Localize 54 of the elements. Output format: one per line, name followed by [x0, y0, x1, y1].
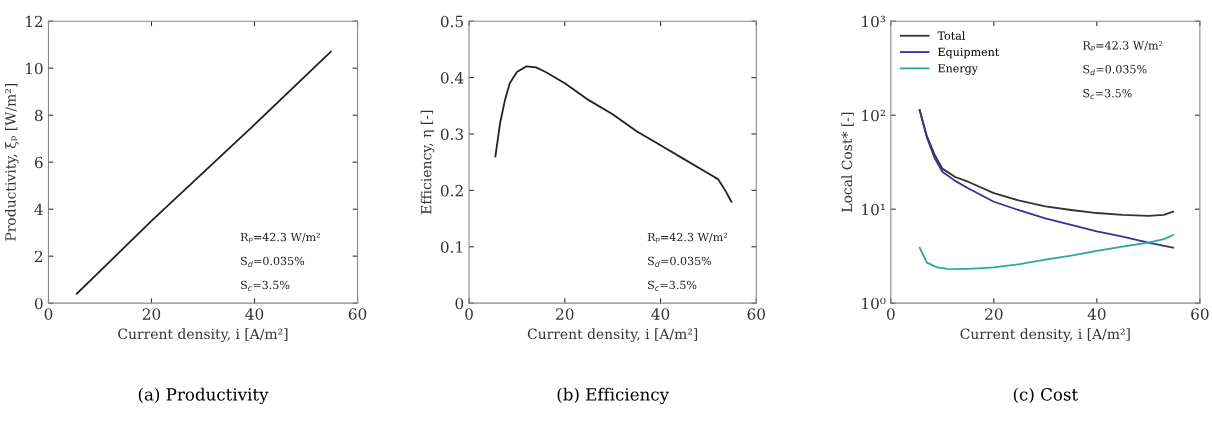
annotation: S$_{d}$=0.035% [1083, 65, 1147, 76]
x-tick-label: 60 [1191, 308, 1209, 320]
line-series [75, 50, 332, 295]
x-axis-title: Current density, i [A/m²] [118, 328, 288, 342]
annotation: Rₚ=42.3 W/m² [240, 232, 320, 243]
annotation: S$_{c}$=3.5% [241, 280, 290, 291]
y-axis-title: Productivity, ξₚ [W/m²] [4, 83, 19, 241]
y-tick-label: 10 [26, 62, 43, 75]
annotation: S$_{d}$=0.035% [241, 256, 305, 267]
line-series [918, 234, 1174, 271]
y-tick-label: 10³ [862, 15, 886, 28]
y-tick-label: 0.2 [440, 184, 463, 197]
x-tick-label: 20 [142, 308, 161, 320]
text: (a) Productivity [138, 387, 269, 405]
text: (b) Efficiency [557, 387, 670, 405]
y-axis-title: Efficiency, η [-] [420, 110, 435, 214]
y-axis-title: Local Cost* [-] [841, 112, 854, 212]
line-series [918, 109, 1174, 249]
annotation: S$_{c}$=3.5% [648, 280, 697, 291]
x-tick-label: 20 [985, 308, 1003, 320]
x-tick-label: 60 [348, 308, 367, 320]
y-tick-label: 10² [862, 109, 885, 122]
x-tick-label: 0 [44, 308, 53, 320]
legend-label: Total [937, 31, 966, 40]
y-tick-label: 0.5 [440, 15, 463, 28]
y-tick-label: 8 [34, 109, 43, 122]
x-tick-label: 40 [1087, 308, 1106, 320]
x-tick-label: 0 [886, 308, 895, 320]
annotation: S$_{c}$=3.5% [1083, 88, 1132, 100]
y-tick-label: 10¹ [862, 203, 885, 216]
x-axis-title: Current density, i [A/m²] [960, 328, 1130, 342]
text: (c) Cost [1013, 387, 1079, 404]
y-tick-label: 0 [455, 297, 464, 310]
y-tick-label: 2 [34, 250, 43, 262]
y-tick-label: 6 [34, 156, 43, 169]
annotation: S$_{d}$=0.035% [648, 256, 712, 267]
y-tick-label: 0.3 [440, 128, 464, 141]
annotation: Rₚ=42.3 W/m² [647, 232, 727, 243]
x-tick-label: 0 [465, 308, 473, 320]
y-tick-label: 0.1 [440, 241, 463, 253]
x-tick-label: 40 [245, 308, 264, 320]
x-tick-label: 20 [556, 308, 574, 320]
x-tick-label: 40 [651, 308, 670, 320]
y-tick-label: 10⁰ [862, 297, 886, 310]
legend-label: Energy [938, 64, 978, 75]
y-tick-label: 12 [26, 15, 43, 27]
line-series [494, 65, 733, 203]
y-tick-label: 0.4 [440, 72, 464, 84]
x-tick-label: 60 [747, 308, 765, 320]
y-tick-label: 0 [34, 297, 43, 310]
x-axis-title: Current density, i [A/m²] [527, 328, 698, 342]
legend-label: Equipment [938, 47, 1000, 59]
y-tick-label: 4 [34, 203, 43, 215]
annotation: Rₚ=42.3 W/m² [1083, 41, 1163, 51]
